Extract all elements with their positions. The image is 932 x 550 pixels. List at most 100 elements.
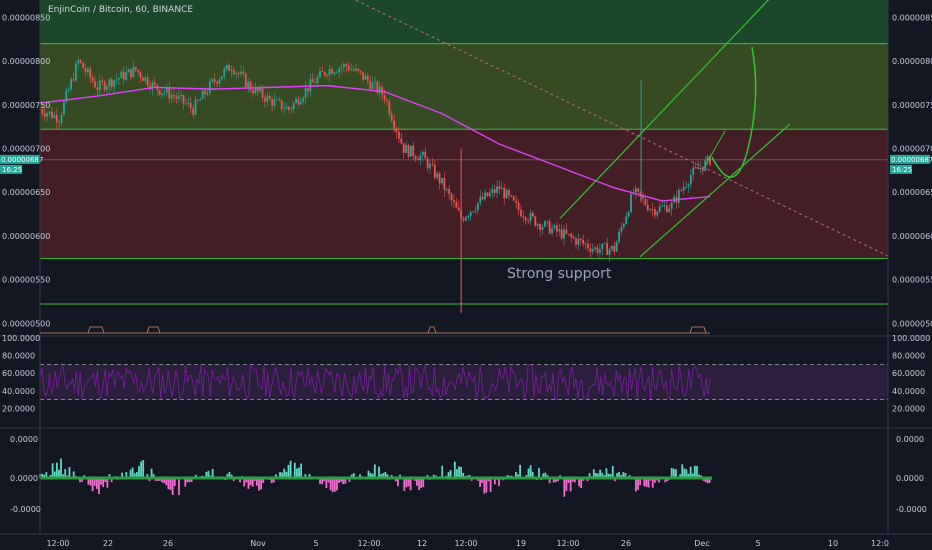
candle-body (333, 72, 336, 74)
candle-body (165, 87, 168, 93)
candle-body (417, 158, 419, 161)
candle-body (316, 77, 319, 84)
candle-body (299, 101, 302, 105)
candle-body (407, 145, 410, 157)
candle-body (524, 217, 527, 221)
candle-body (637, 188, 640, 192)
candle-body (235, 72, 238, 75)
candle-body (94, 81, 96, 88)
candle-body (43, 113, 46, 117)
candle-body (290, 108, 293, 110)
candle-body (398, 131, 400, 139)
rsi-right-tick: 40.0000 (892, 387, 925, 396)
macd-histogram-bar (359, 474, 361, 478)
macd-histogram-bar (293, 462, 296, 478)
macd-histogram-bar (708, 478, 711, 483)
candle-body (436, 173, 439, 178)
macd-histogram-bar (613, 478, 616, 482)
candle-body (634, 188, 637, 193)
macd-histogram-bar (635, 478, 637, 492)
candle-body (522, 216, 525, 218)
candle-body (168, 87, 171, 99)
macd-histogram-bar (645, 478, 648, 487)
candle-body (230, 70, 233, 72)
macd-histogram-bar (369, 472, 372, 478)
macd-histogram-bar (468, 474, 471, 478)
candle-body (259, 88, 262, 92)
macd-histogram-bar (243, 478, 246, 487)
candle-body (400, 138, 403, 144)
candle-body (144, 77, 147, 81)
candle-body (393, 120, 396, 129)
macd-histogram-bar (62, 474, 65, 478)
candle-body (113, 80, 116, 87)
macd-histogram-bar (557, 478, 559, 482)
macd-histogram-bar (178, 478, 180, 496)
candle-body (532, 212, 534, 217)
candle-body (651, 209, 654, 211)
candle-body (515, 200, 518, 203)
candle-body (163, 92, 166, 94)
candle-body (536, 224, 539, 226)
macd-histogram-bar (104, 478, 107, 483)
rsi-left-tick: 80.0000 (2, 352, 35, 361)
macd-histogram-bar (340, 478, 343, 482)
macd-histogram-bar (245, 478, 248, 483)
candle-body (699, 167, 702, 170)
macd-histogram-bar (683, 468, 686, 478)
macd-histogram-bar (706, 478, 709, 484)
macd-histogram-bar (226, 473, 229, 478)
candle-body (383, 94, 386, 101)
candle-body (354, 68, 357, 71)
candle-body (474, 210, 477, 212)
candle-body (242, 71, 245, 74)
candle-body (240, 71, 242, 74)
macd-histogram-bar (333, 478, 336, 492)
macd-histogram-bar (658, 478, 660, 483)
candle-body (53, 115, 56, 118)
candle-body (192, 108, 195, 115)
candle-body (374, 81, 376, 83)
candle-body (359, 70, 362, 73)
macd-histogram-bar (295, 468, 298, 478)
candle-body (297, 99, 300, 105)
macd-histogram-bar (405, 478, 408, 488)
macd-histogram-bar (597, 473, 599, 478)
candle-body (603, 243, 606, 244)
candle-body (60, 114, 63, 123)
right-price-tag (890, 154, 930, 164)
macd-histogram-bar (571, 478, 574, 482)
candle-body (146, 77, 149, 86)
macd-histogram-bar (693, 465, 696, 478)
candle-body (582, 240, 585, 244)
macd-histogram-bar (580, 478, 583, 489)
candle-body (103, 82, 106, 90)
candle-body (65, 90, 68, 102)
candle-body (421, 151, 424, 156)
candle-body (153, 82, 156, 85)
candle-body (137, 69, 140, 73)
candle-body (311, 79, 314, 83)
left-price-tick: 0.00000800 (2, 57, 50, 66)
candle-body (149, 85, 151, 90)
macd-histogram-bar (64, 469, 67, 478)
macd-histogram-bar (135, 472, 138, 478)
macd-histogram-bar (639, 478, 642, 485)
macd-histogram-bar (691, 473, 694, 478)
macd-histogram-bar (81, 478, 84, 482)
macd-histogram-bar (565, 478, 568, 491)
candle-body (656, 211, 659, 216)
candle-body (390, 114, 393, 121)
left-price-tag-text: 0.00000687 (1, 156, 43, 164)
macd-histogram-bar (255, 478, 258, 486)
rsi-right-tick: 60.0000 (892, 369, 925, 378)
macd-right-tick: 0.0000 (896, 474, 924, 483)
macd-histogram-bar (43, 474, 46, 478)
macd-histogram-bar (169, 478, 172, 491)
macd-left-tick: 0.0000 (10, 435, 38, 444)
candle-body (587, 243, 589, 249)
macd-histogram-bar (616, 473, 618, 478)
candle-body (275, 99, 278, 101)
macd-histogram-bar (239, 478, 241, 483)
x-axis-label: 5 (755, 539, 760, 548)
